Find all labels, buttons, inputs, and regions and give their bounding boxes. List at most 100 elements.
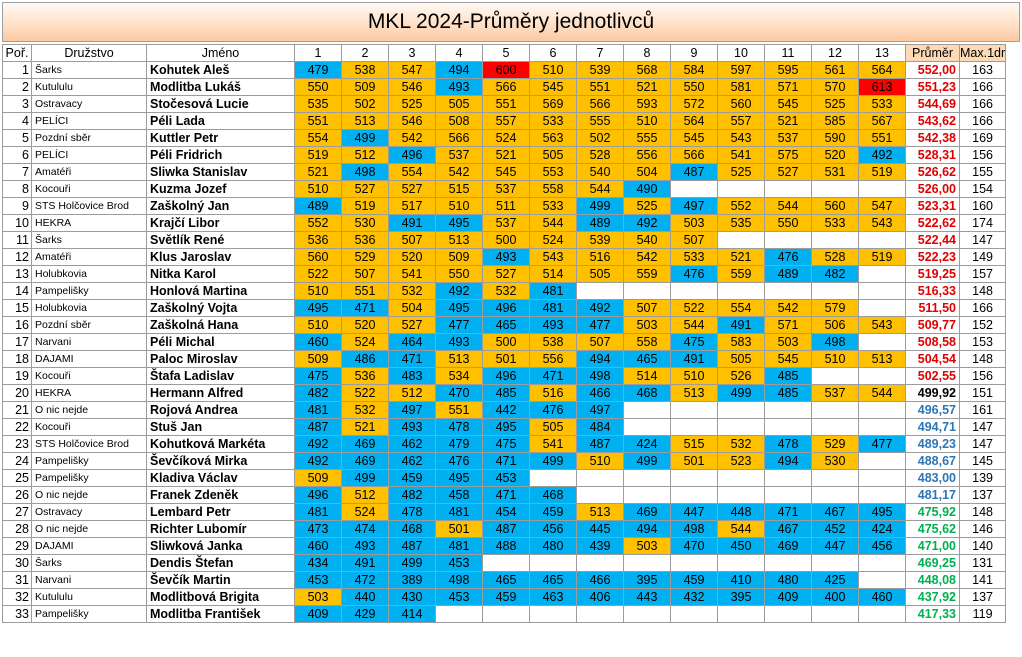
score-cell [576, 486, 624, 504]
score-cell: 493 [341, 537, 389, 555]
team-cell: Kocouři [31, 418, 147, 436]
score-cell: 492 [623, 214, 671, 232]
header-round-3: 3 [388, 44, 436, 62]
average-cell: 519,25 [905, 265, 960, 283]
score-cell: 558 [529, 180, 577, 198]
score-cell: 521 [764, 112, 812, 130]
header-round-8: 8 [623, 44, 671, 62]
team-cell: STS Holčovice Brod [31, 435, 147, 453]
score-cell: 483 [388, 367, 436, 385]
score-cell [623, 486, 671, 504]
score-cell: 491 [717, 316, 765, 334]
table-row: 14 Pampelišky Honlová Martina 510 551 532 492 5… [2, 282, 1007, 300]
header-round-5: 5 [482, 44, 530, 62]
max-cell: 156 [958, 146, 1007, 164]
max-cell: 153 [958, 333, 1007, 351]
score-cell: 512 [341, 146, 389, 164]
score-cell: 536 [341, 367, 389, 385]
player-name-cell: Lembard Petr [146, 503, 295, 521]
score-cell: 532 [482, 282, 530, 300]
header-name: Jméno [146, 44, 295, 62]
rank-cell: 21 [2, 401, 32, 419]
score-cell: 535 [717, 214, 765, 232]
score-cell: 473 [294, 520, 342, 538]
player-name-cell: Franek Zdeněk [146, 486, 295, 504]
score-cell: 465 [482, 316, 530, 334]
score-cell: 498 [670, 520, 718, 538]
score-cell: 546 [388, 78, 436, 96]
player-name-cell: Modlitba Lukáš [146, 78, 295, 96]
score-cell: 498 [576, 367, 624, 385]
score-cell: 492 [858, 146, 906, 164]
rank-cell: 5 [2, 129, 32, 147]
score-cell: 521 [294, 163, 342, 181]
score-cell: 460 [858, 588, 906, 606]
score-cell: 494 [623, 520, 671, 538]
team-cell: Ostravacy [31, 503, 147, 521]
player-name-cell: Kuttler Petr [146, 129, 295, 147]
score-cell: 495 [435, 299, 483, 317]
rank-cell: 26 [2, 486, 32, 504]
score-cell: 452 [811, 520, 859, 538]
score-cell: 464 [388, 333, 436, 351]
score-cell: 560 [811, 197, 859, 215]
score-cell: 476 [764, 248, 812, 266]
score-cell: 543 [858, 316, 906, 334]
score-cell: 479 [435, 435, 483, 453]
score-cell: 414 [388, 605, 436, 623]
header-row: Poř. Družstvo Jméno 1 2 3 4 5 6 7 8 9 10 11 12 13 Prů… [2, 44, 1007, 62]
score-cell: 395 [623, 571, 671, 589]
table-row: 13 Holubkovia Nitka Karol 522 507 541 550 527 51… [2, 265, 1007, 283]
team-cell: Amatéři [31, 248, 147, 266]
rank-cell: 22 [2, 418, 32, 436]
score-cell: 590 [811, 129, 859, 147]
team-cell: Pampelišky [31, 452, 147, 470]
score-cell: 544 [717, 520, 765, 538]
score-cell [576, 282, 624, 300]
score-cell [858, 452, 906, 470]
team-cell: Holubkovia [31, 265, 147, 283]
score-cell: 533 [529, 197, 577, 215]
table-body: 1 Šarks Kohutek Aleš 479 538 547 494 600 510 539 5… [2, 61, 1007, 623]
score-cell: 543 [858, 214, 906, 232]
player-name-cell: Péli Lada [146, 112, 295, 130]
player-name-cell: Sliwka Stanislav [146, 163, 295, 181]
score-cell: 513 [576, 503, 624, 521]
score-cell: 445 [576, 520, 624, 538]
score-cell: 453 [435, 554, 483, 572]
table-row: 3 Ostravacy Stočesová Lucie 535 502 525 505 551… [2, 95, 1007, 113]
score-cell: 448 [717, 503, 765, 521]
score-cell [858, 231, 906, 249]
score-cell: 484 [576, 418, 624, 436]
max-cell: 155 [958, 163, 1007, 181]
score-cell: 478 [435, 418, 483, 436]
score-cell: 522 [670, 299, 718, 317]
score-cell [811, 554, 859, 572]
score-cell: 482 [294, 384, 342, 402]
player-name-cell: Stuš Jan [146, 418, 295, 436]
rank-cell: 9 [2, 197, 32, 215]
score-cell: 547 [388, 61, 436, 79]
player-name-cell: Péli Michal [146, 333, 295, 351]
score-cell: 471 [482, 486, 530, 504]
score-cell [858, 469, 906, 487]
score-cell: 501 [670, 452, 718, 470]
player-name-cell: Modlitbová Brigita [146, 588, 295, 606]
score-cell: 496 [482, 367, 530, 385]
rank-cell: 12 [2, 248, 32, 266]
score-cell: 466 [576, 384, 624, 402]
score-cell: 544 [529, 214, 577, 232]
score-cell: 491 [670, 350, 718, 368]
score-cell: 497 [670, 197, 718, 215]
score-cell: 498 [435, 571, 483, 589]
average-cell: 488,67 [905, 452, 960, 470]
score-cell: 510 [529, 61, 577, 79]
score-cell [623, 469, 671, 487]
score-cell: 551 [482, 95, 530, 113]
header-round-13: 13 [858, 44, 906, 62]
score-cell: 476 [670, 265, 718, 283]
header-max: Max.1dr [958, 44, 1007, 62]
score-cell: 480 [529, 537, 577, 555]
score-cell: 537 [482, 214, 530, 232]
score-cell: 466 [576, 571, 624, 589]
